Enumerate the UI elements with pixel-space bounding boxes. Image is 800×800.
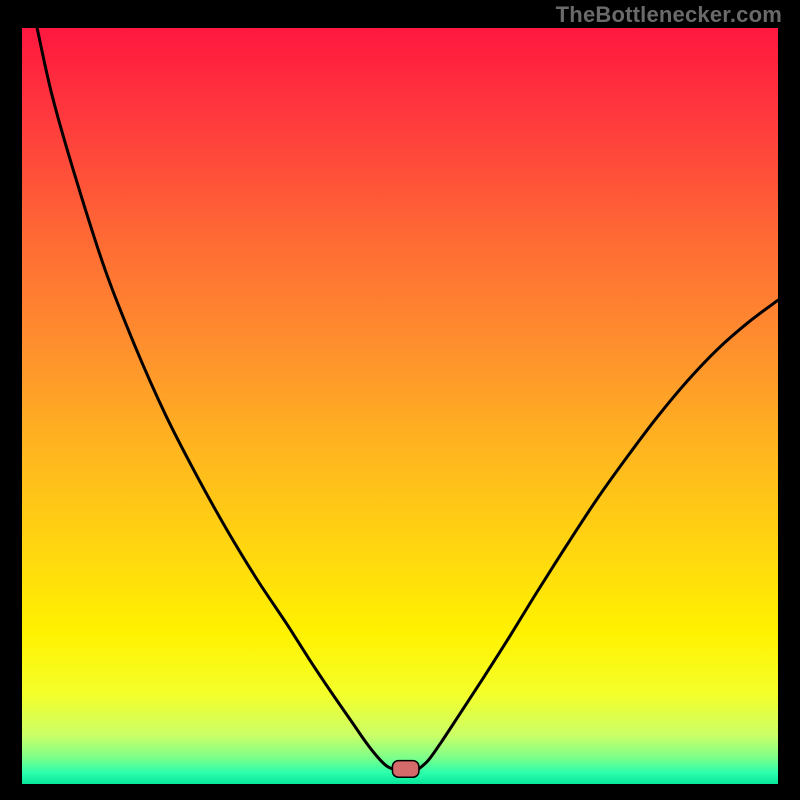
plot-area bbox=[22, 28, 778, 784]
minimum-marker bbox=[392, 761, 418, 778]
chart-frame: TheBottlenecker.com bbox=[0, 0, 800, 800]
watermark-text: TheBottlenecker.com bbox=[556, 2, 782, 28]
bottleneck-chart bbox=[22, 28, 778, 784]
